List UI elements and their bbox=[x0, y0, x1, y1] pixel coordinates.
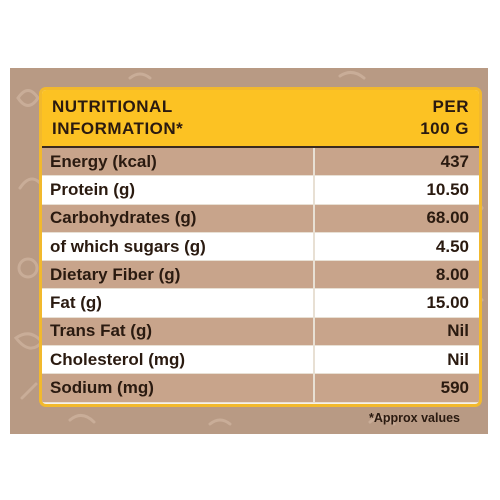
header-per-line2: 100 G bbox=[420, 119, 469, 138]
header-title: NUTRITIONAL INFORMATION* bbox=[52, 96, 183, 140]
nutrition-table: NUTRITIONAL INFORMATION* PER 100 G Energ… bbox=[39, 87, 482, 407]
header-title-line1: NUTRITIONAL bbox=[52, 97, 173, 116]
nutrient-value: 15.00 bbox=[426, 293, 469, 313]
table-row: Energy (kcal) 437 bbox=[42, 148, 479, 177]
nutrient-name: Sodium (mg) bbox=[42, 374, 315, 402]
table-row: Sodium (mg) 590 bbox=[42, 374, 479, 403]
nutrient-value: Nil bbox=[447, 321, 469, 341]
nutrient-name: Energy (kcal) bbox=[42, 148, 315, 176]
nutrient-value: 68.00 bbox=[426, 208, 469, 228]
nutrient-value: Nil bbox=[447, 349, 469, 369]
table-row: Dietary Fiber (g) 8.00 bbox=[42, 261, 479, 290]
table-row: Protein (g) 10.50 bbox=[42, 176, 479, 205]
header-title-line2: INFORMATION* bbox=[52, 119, 184, 138]
table-row: of which sugars (g) 4.50 bbox=[42, 232, 479, 262]
nutrient-name: Fat (g) bbox=[42, 289, 315, 317]
nutrient-value: 4.50 bbox=[435, 236, 469, 256]
header-per-line1: PER bbox=[432, 97, 469, 116]
table-row: Carbohydrates (g) 68.00 bbox=[42, 204, 479, 233]
nutrient-value: 10.50 bbox=[426, 179, 469, 199]
table-row: Trans Fat (g) Nil bbox=[42, 317, 479, 347]
label-panel: NUTRITIONAL INFORMATION* PER 100 G Energ… bbox=[10, 68, 488, 434]
nutrient-name: Carbohydrates (g) bbox=[42, 204, 315, 232]
nutrient-name: Cholesterol (mg) bbox=[42, 346, 315, 374]
table-body: Energy (kcal) 437 Protein (g) 10.50 Carb… bbox=[42, 148, 479, 403]
nutrient-name: Dietary Fiber (g) bbox=[42, 261, 315, 289]
table-row: Fat (g) 15.00 bbox=[42, 289, 479, 318]
nutrient-name: of which sugars (g) bbox=[42, 232, 315, 261]
header-per-unit: PER 100 G bbox=[420, 96, 469, 140]
nutrient-value: 8.00 bbox=[435, 264, 469, 284]
table-header: NUTRITIONAL INFORMATION* PER 100 G bbox=[42, 90, 479, 148]
nutrient-value: 437 bbox=[440, 151, 469, 171]
nutrient-name: Trans Fat (g) bbox=[42, 317, 315, 346]
table-row: Cholesterol (mg) Nil bbox=[42, 346, 479, 375]
footnote: *Approx values bbox=[368, 411, 460, 425]
nutrient-value: 590 bbox=[440, 378, 469, 398]
nutrient-name: Protein (g) bbox=[42, 176, 315, 204]
